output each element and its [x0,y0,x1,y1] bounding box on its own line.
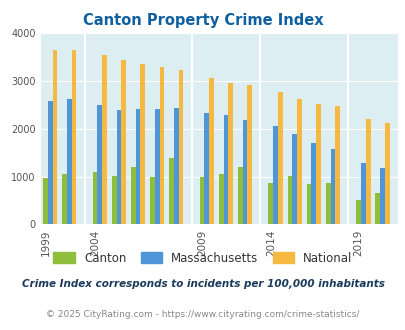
Bar [71,50,76,224]
Bar [135,109,140,224]
Bar [48,101,52,224]
Bar [287,176,292,224]
Bar [356,200,360,224]
Bar [311,143,315,224]
Bar [335,106,339,224]
Bar [242,120,247,224]
Bar [140,64,145,224]
Bar [379,168,384,224]
Bar [159,67,164,224]
Bar [315,104,320,224]
Bar [168,158,173,224]
Bar [228,83,232,224]
Bar [67,99,71,224]
Legend: Canton, Massachusetts, National: Canton, Massachusetts, National [49,247,356,269]
Bar [43,178,48,224]
Bar [173,108,178,224]
Bar [292,134,296,224]
Bar [116,110,121,224]
Bar [111,176,116,224]
Bar [121,60,126,224]
Bar [178,70,183,224]
Bar [223,115,228,224]
Bar [209,78,213,224]
Bar [199,177,204,224]
Bar [154,109,159,224]
Bar [306,184,311,224]
Bar [365,119,370,224]
Bar [330,149,335,224]
Bar [273,126,277,224]
Bar [360,163,365,224]
Bar [375,193,379,224]
Bar [296,99,301,224]
Text: © 2025 CityRating.com - https://www.cityrating.com/crime-statistics/: © 2025 CityRating.com - https://www.city… [46,310,359,319]
Bar [102,55,107,224]
Bar [247,85,252,224]
Bar [218,174,223,224]
Bar [97,105,102,224]
Bar [204,113,209,224]
Text: Crime Index corresponds to incidents per 100,000 inhabitants: Crime Index corresponds to incidents per… [21,279,384,289]
Text: Canton Property Crime Index: Canton Property Crime Index [83,13,322,28]
Bar [237,167,242,224]
Bar [384,123,389,224]
Bar [52,50,57,224]
Bar [130,167,135,224]
Bar [149,177,154,224]
Bar [325,183,330,224]
Bar [62,174,67,224]
Bar [268,183,273,224]
Bar [277,92,282,224]
Bar [92,172,97,224]
